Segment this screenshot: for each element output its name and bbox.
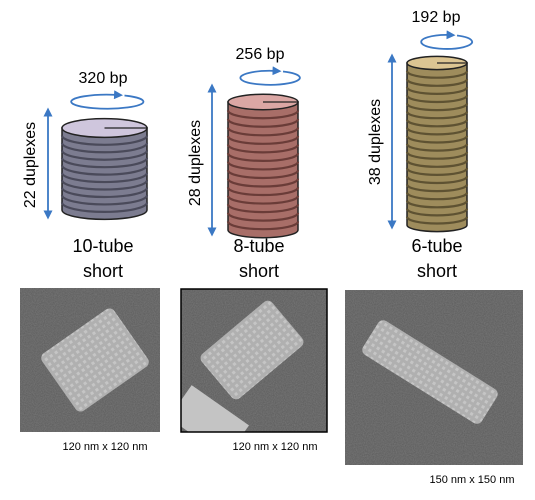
cylinder-ring [60,202,149,213]
duplex-label: 38 duplexes [367,99,384,185]
cylinder-notch [437,62,468,72]
cylinder-ring [405,86,469,95]
bp-label: 320 bp [79,70,128,87]
cylinder-ring [405,208,469,217]
cylinder-ring [405,135,469,144]
cylinder-ring [405,184,469,193]
cylinder-ring [405,127,469,136]
cylinder-notch [263,101,299,111]
cylinder-notch [104,127,148,136]
cylinder-ring [405,176,469,185]
cylinder-ring [405,95,469,104]
cylinder-ring [226,118,300,128]
bp-label: 256 bp [236,46,285,63]
rotation-arrow [420,30,474,50]
cylinder-ring [226,195,300,205]
structure-name: 8-tube [233,236,284,256]
rotation-arrow [70,90,145,110]
structure-name: short [83,261,123,281]
micrograph [345,290,523,465]
cylinder-ring [405,143,469,152]
cylinder-ring [226,187,300,197]
bp-label: 192 bp [412,9,461,26]
cylinder-ring [226,212,300,222]
structure-name: 6-tube [411,236,462,256]
image-caption: 120 nm x 120 nm [233,441,318,453]
cylinder-ring [226,221,300,231]
image-caption: 150 nm x 150 nm [430,474,515,486]
duplex-label: 22 duplexes [22,122,39,208]
cylinder-ring [60,150,149,161]
cylinder-ring [60,142,149,154]
cylinder-ring [60,172,149,184]
cylinder-ring [405,119,469,128]
structure-name: short [417,261,457,281]
cylinder-ring [226,178,300,188]
cylinder-ring [405,111,469,120]
cylinder-ring [226,110,300,120]
structure-name: 10-tube [72,236,133,256]
cylinder-ring [405,167,469,176]
cylinder-ring [60,157,149,169]
micrograph-border [180,288,328,433]
cylinder-ring [405,70,469,79]
cylinder-ring [226,152,300,162]
rotation-arrow [239,66,301,86]
cylinder-ring [405,78,469,87]
cylinder-ring [226,204,300,214]
cylinder-ring [226,144,300,154]
cylinder-ring [60,187,149,199]
cylinder-ring [405,103,469,112]
cylinder-ring [405,200,469,209]
duplex-label: 28 duplexes [187,120,204,206]
structure-name: short [239,261,279,281]
cylinder-ring [405,159,469,168]
cylinder-ring [405,151,469,160]
cylinder-ring [60,135,149,146]
cylinder-ring [226,135,300,145]
cylinder-ring [60,194,149,206]
cylinder-ring [226,127,300,137]
origami-tile [200,300,304,400]
cylinder-ring [405,192,469,201]
origami-tile [41,308,149,412]
micrograph [20,288,160,432]
image-caption: 120 nm x 120 nm [63,441,148,453]
cylinder-ring [226,161,300,171]
cylinder-ring [60,179,149,191]
cylinder-ring [405,216,469,225]
cylinder-ring [226,169,300,180]
cylinder-ring [60,164,149,176]
origami-tile [362,320,498,424]
micrograph [181,289,327,432]
origami-tile-fragment [181,385,249,432]
